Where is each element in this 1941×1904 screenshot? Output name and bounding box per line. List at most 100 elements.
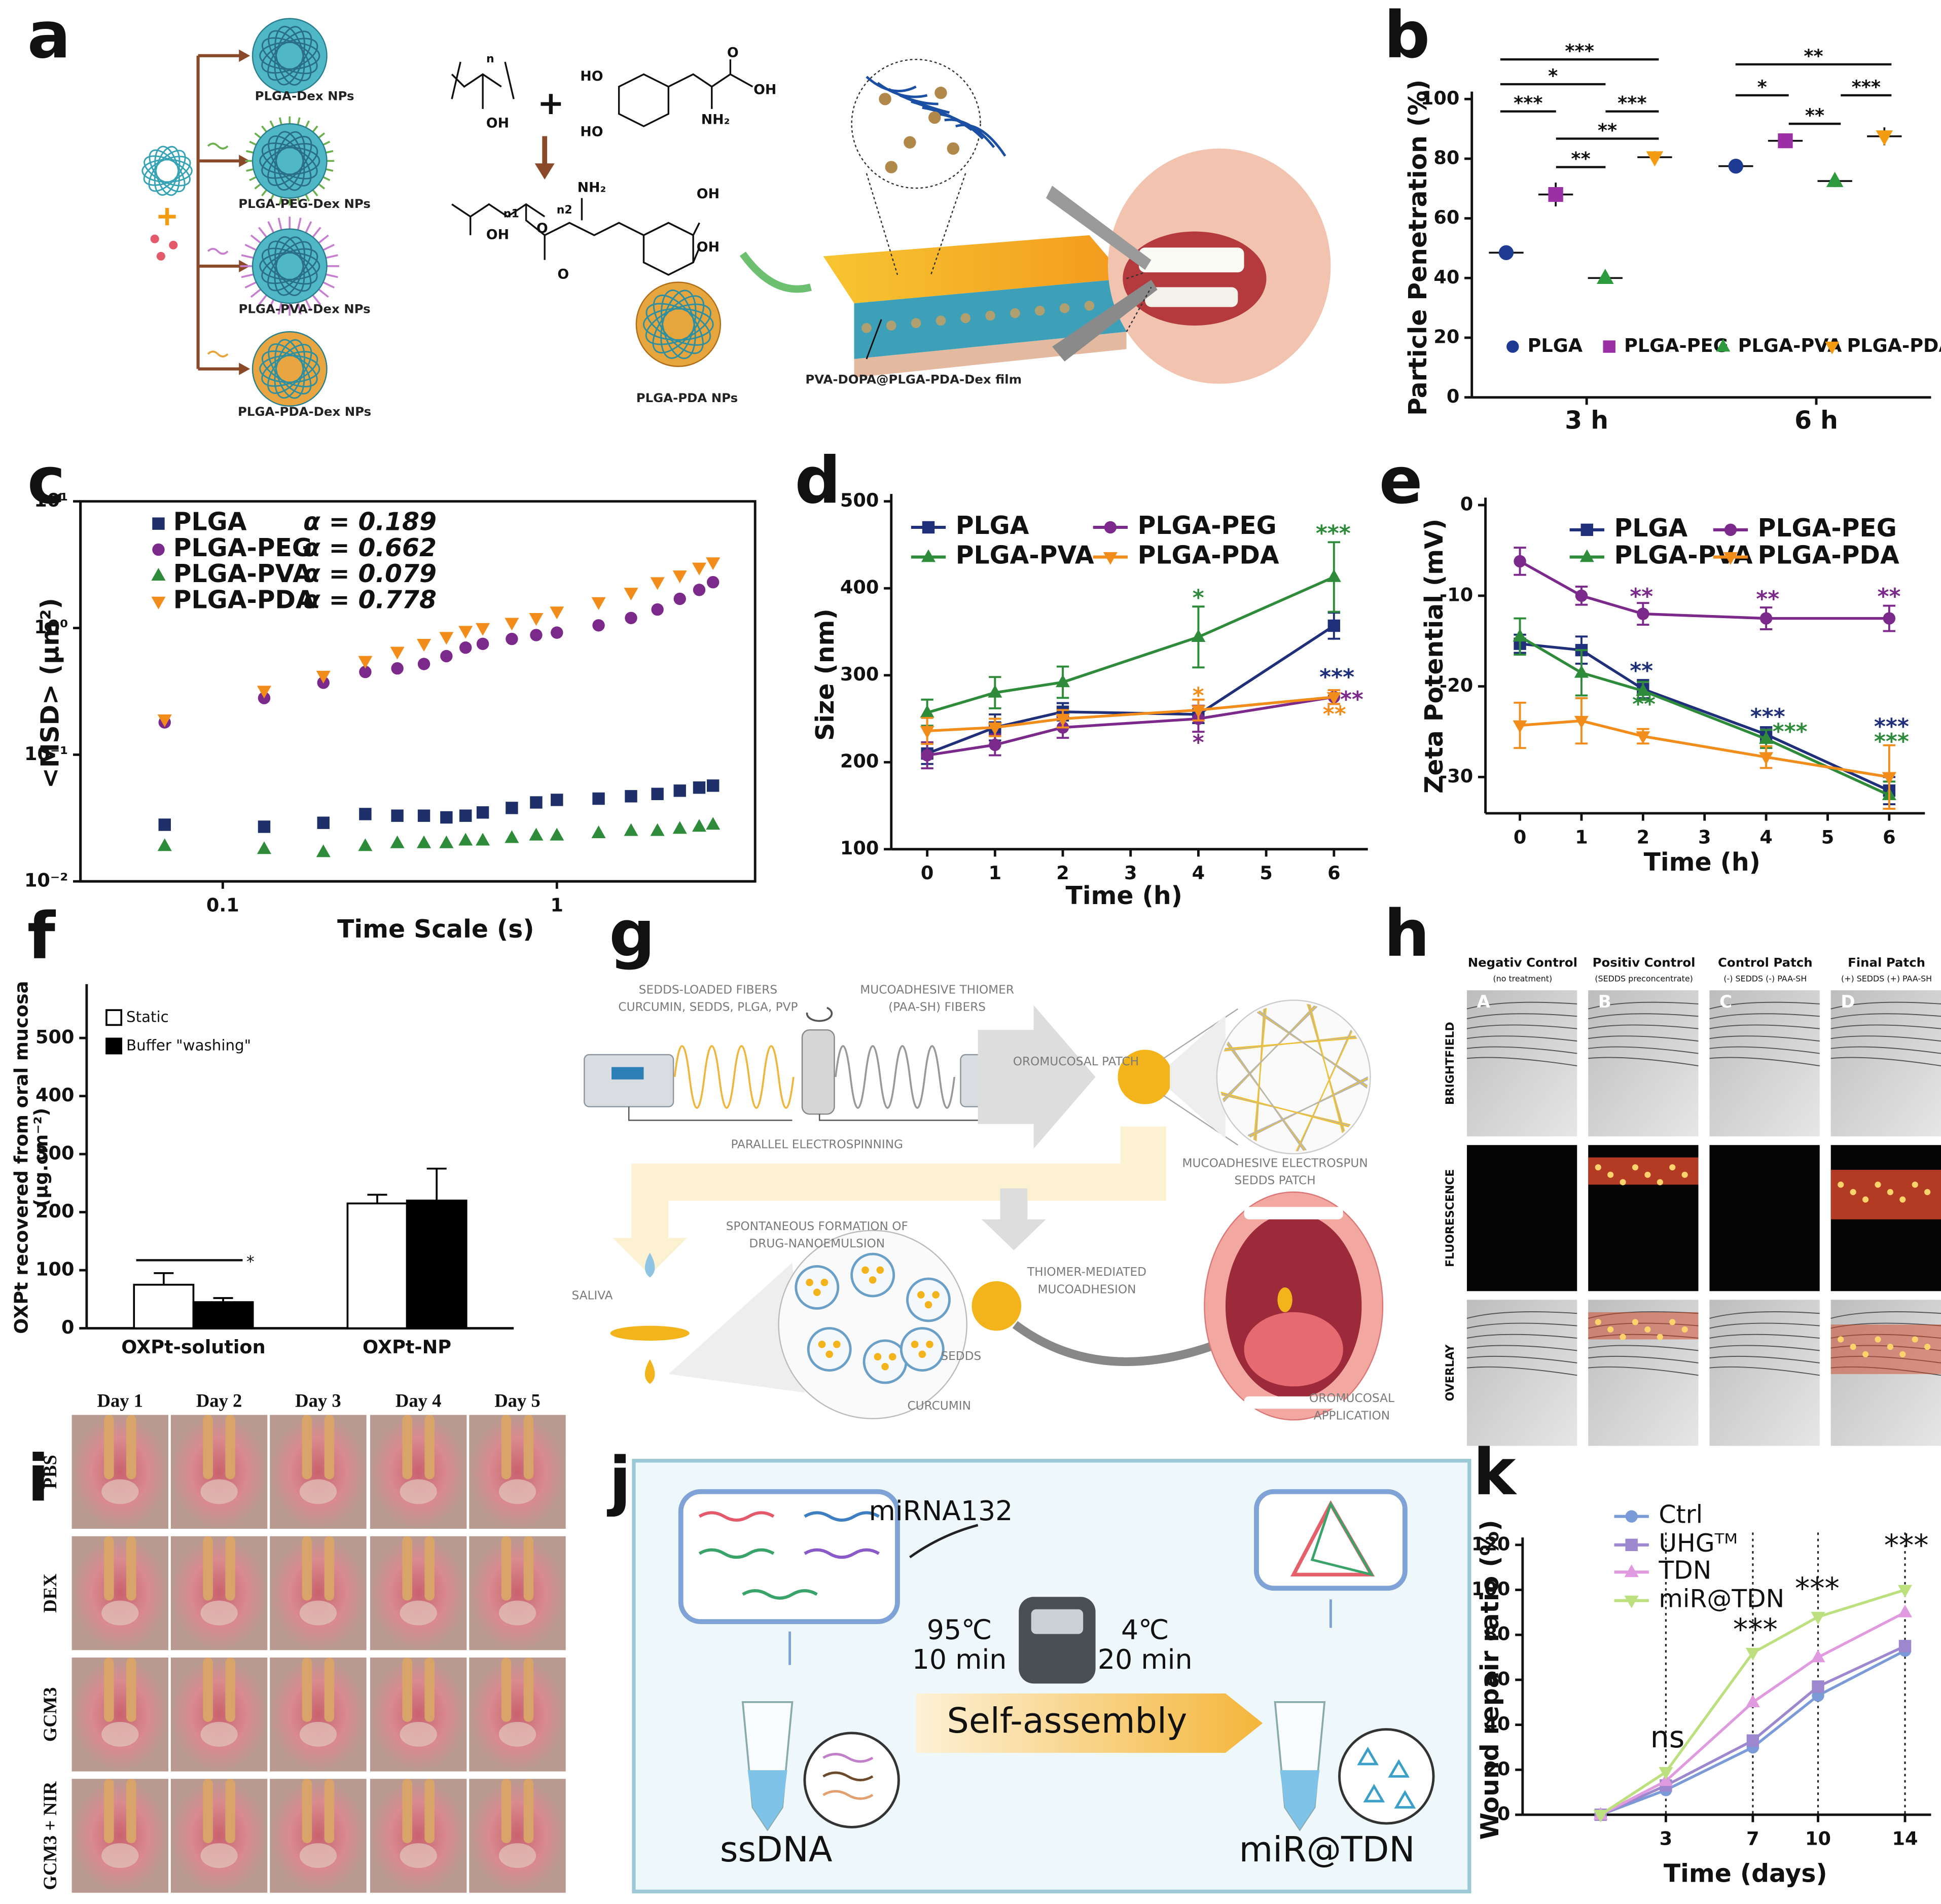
lesion [498, 1479, 536, 1504]
legend-label: PLGA-PDA [1138, 541, 1279, 570]
spike [278, 117, 282, 125]
retractor [225, 1657, 235, 1722]
spike [318, 183, 326, 190]
marker [316, 670, 331, 684]
retractor [523, 1536, 534, 1601]
y-tick-label: 100 [840, 837, 879, 859]
annotation: * [1757, 76, 1767, 98]
legend-alpha: α = 0.778 [303, 585, 437, 614]
magnifier [1338, 1728, 1435, 1825]
nanoparticle [251, 18, 328, 94]
spike [249, 140, 257, 146]
micrograph [1466, 1145, 1577, 1291]
drop [644, 1359, 655, 1384]
particle [861, 323, 872, 333]
marker [1624, 1564, 1639, 1577]
marker [257, 686, 272, 699]
marker [506, 632, 518, 645]
annotation: *** [1514, 92, 1542, 114]
marker [1716, 339, 1731, 352]
caption: APPLICATION [1314, 1409, 1390, 1422]
droplet [850, 1252, 895, 1298]
legend-label: PLGA-PDA [1758, 541, 1899, 570]
zoom [851, 58, 981, 189]
marker [152, 543, 165, 556]
annotation: * [1193, 682, 1204, 708]
annotation: *** [1874, 713, 1909, 739]
marker [550, 828, 564, 841]
lesion [200, 1600, 238, 1626]
retractor [225, 1779, 235, 1844]
fiber [1225, 1037, 1357, 1050]
strand [268, 135, 312, 187]
marker [650, 823, 665, 836]
curcumin [918, 1350, 926, 1358]
spike [244, 243, 257, 251]
curcumin [876, 1266, 884, 1274]
dna-strand [822, 1790, 874, 1800]
marker [1646, 151, 1664, 167]
marker [1746, 1734, 1759, 1747]
marker [157, 714, 172, 728]
tdn [1388, 1759, 1410, 1778]
legend-label: PLGA-PDA [1847, 335, 1941, 356]
spike [326, 254, 338, 259]
curcumin [833, 1340, 841, 1348]
retractor [203, 1657, 213, 1722]
marker [1636, 683, 1650, 696]
lesion [400, 1479, 437, 1504]
annotation: *** [1884, 1528, 1929, 1563]
caption: THIOMER-MEDIATED [1027, 1265, 1146, 1279]
photo [370, 1779, 467, 1893]
y-tick-label: 400 [840, 577, 879, 598]
annotation: ** [1805, 104, 1824, 126]
legend-label: PLGA-PVA [1738, 335, 1842, 356]
y-tick-label: 0 [1460, 493, 1473, 515]
network [955, 124, 1007, 157]
tissue-edge [1588, 1013, 1699, 1020]
tissue-edge [1709, 1035, 1820, 1042]
product-box [1254, 1489, 1408, 1591]
marker [1659, 1767, 1673, 1780]
tissue-edge [1709, 1046, 1820, 1054]
annotation: ** [1756, 586, 1779, 612]
column-title: Negativ Control [1468, 955, 1577, 969]
fiber-mat [1216, 999, 1371, 1155]
y-tick-label: 0 [1497, 1803, 1510, 1824]
annotation: *** [1874, 729, 1909, 755]
spike [318, 289, 329, 298]
hotspot [1620, 1334, 1626, 1340]
lesion [299, 1479, 337, 1504]
chem-label: HO [580, 124, 603, 140]
day-label: Day 4 [396, 1390, 442, 1411]
spike [249, 176, 257, 182]
photo [71, 1536, 169, 1650]
tissue-edge [1709, 1366, 1820, 1376]
hotspot [1912, 1336, 1918, 1343]
strand [149, 149, 186, 193]
row-label: DEX [40, 1573, 60, 1613]
drug [169, 240, 178, 249]
fluorescence [1830, 1170, 1941, 1219]
series-line [926, 576, 1335, 714]
row-label: GCM3 [40, 1687, 60, 1742]
strand [267, 344, 312, 394]
marker [316, 844, 331, 857]
marker [1498, 245, 1514, 260]
photo [469, 1657, 566, 1772]
x-tick-label: 3 h [1565, 406, 1608, 435]
marker [459, 809, 472, 822]
marker [1745, 1647, 1760, 1661]
dna-strand [698, 1511, 775, 1522]
strand [261, 38, 318, 74]
panel-letter: g [609, 896, 655, 971]
marker [672, 821, 687, 834]
tissue-edge [1830, 1013, 1941, 1020]
marker [1191, 629, 1206, 642]
retractor [324, 1779, 335, 1844]
marker [476, 623, 490, 636]
column-subtitle: (SEDDS preconcentrate) [1595, 974, 1693, 984]
patch [1118, 1050, 1172, 1104]
retractor [203, 1779, 213, 1844]
photo [170, 1657, 268, 1772]
